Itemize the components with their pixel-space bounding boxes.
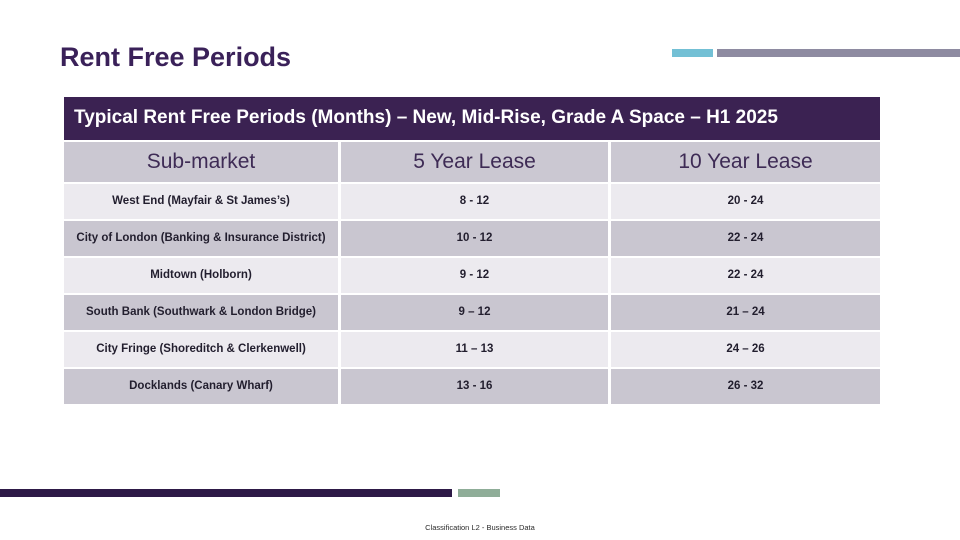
rent-free-table: Typical Rent Free Periods (Months) – New… [64,97,880,406]
submarket-cell: Docklands (Canary Wharf) [64,368,338,404]
table-row: Docklands (Canary Wharf) 13 - 16 26 - 32 [64,368,880,404]
lease-10yr-cell: 22 - 24 [611,220,880,256]
table-row: West End (Mayfair & St James’s) 8 - 12 2… [64,183,880,219]
lease-10yr-cell: 22 - 24 [611,257,880,293]
top-accent-bar-teal [672,49,713,57]
table-row: City Fringe (Shoreditch & Clerkenwell) 1… [64,331,880,367]
table-body: West End (Mayfair & St James’s) 8 - 12 2… [64,183,880,404]
lease-5yr-cell: 11 – 13 [341,331,608,367]
table-header-row: Sub-market 5 Year Lease 10 Year Lease [64,141,880,182]
column-header-5-year-lease: 5 Year Lease [341,141,608,182]
submarket-cell: City of London (Banking & Insurance Dist… [64,220,338,256]
submarket-cell: Midtown (Holborn) [64,257,338,293]
table-row: City of London (Banking & Insurance Dist… [64,220,880,256]
bottom-accent-bar-purple [0,489,452,497]
submarket-cell: West End (Mayfair & St James’s) [64,183,338,219]
top-accent-bar-gray [717,49,960,57]
lease-10yr-cell: 20 - 24 [611,183,880,219]
lease-10yr-cell: 21 – 24 [611,294,880,330]
submarket-cell: City Fringe (Shoreditch & Clerkenwell) [64,331,338,367]
submarket-cell: South Bank (Southwark & London Bridge) [64,294,338,330]
lease-10yr-cell: 24 – 26 [611,331,880,367]
lease-5yr-cell: 10 - 12 [341,220,608,256]
lease-5yr-cell: 9 - 12 [341,257,608,293]
table-row: Midtown (Holborn) 9 - 12 22 - 24 [64,257,880,293]
lease-5yr-cell: 8 - 12 [341,183,608,219]
table-row: South Bank (Southwark & London Bridge) 9… [64,294,880,330]
bottom-accent-bar-green [458,489,500,497]
table-caption: Typical Rent Free Periods (Months) – New… [64,97,880,140]
classification-footer: Classification L2 - Business Data [425,523,535,532]
lease-5yr-cell: 9 – 12 [341,294,608,330]
lease-5yr-cell: 13 - 16 [341,368,608,404]
column-header-submarket: Sub-market [64,141,338,182]
column-header-10-year-lease: 10 Year Lease [611,141,880,182]
page-title: Rent Free Periods [60,42,292,72]
lease-10yr-cell: 26 - 32 [611,368,880,404]
